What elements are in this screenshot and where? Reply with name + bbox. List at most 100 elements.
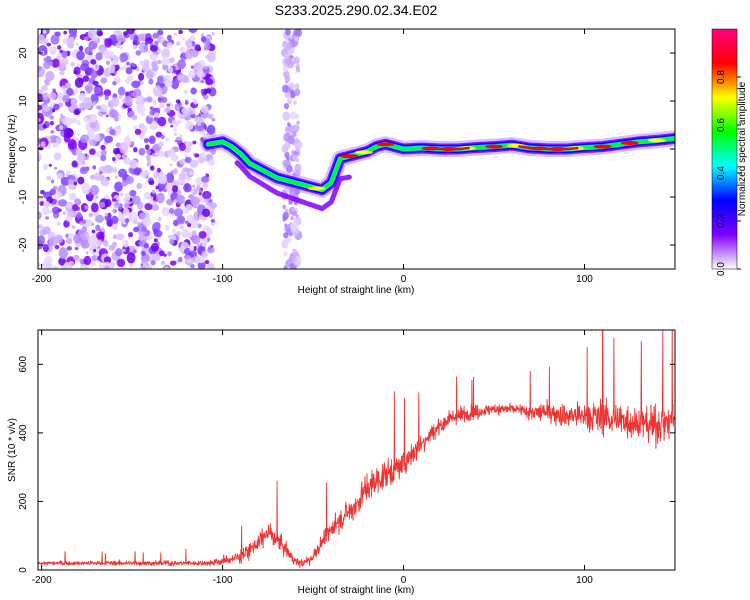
spectrogram-speckle [116, 34, 125, 43]
spectrogram-speckle [185, 255, 190, 260]
spectrogram-speckle [152, 152, 156, 157]
spectrogram-speckle [132, 44, 138, 50]
spectrogram-speckle [119, 46, 124, 50]
spectrogram-speckle [158, 173, 168, 185]
spectrogram-speckle [137, 222, 141, 226]
spectrogram-speckle [53, 103, 60, 111]
spectrogram-speckle [174, 132, 178, 136]
spectrogram-ridge-layer [200, 130, 675, 212]
spectrogram-speckle [133, 147, 138, 153]
spectrogram-speckle [115, 248, 123, 257]
spectrogram-speckle [115, 42, 121, 49]
spectrogram-speckle [132, 88, 142, 99]
spectrogram-speckle [125, 175, 134, 185]
spectrogram-speckle [287, 135, 295, 145]
spectrogram-xlabel: Height of straight line (km) [298, 285, 415, 296]
spectrogram-speckle [87, 82, 92, 87]
spectrogram-speckle [143, 138, 149, 144]
spectrogram-speckle [208, 246, 212, 251]
spectrogram-speckle [291, 208, 295, 212]
snr-series-line [38, 330, 675, 568]
spectrogram-speckle [194, 153, 200, 158]
colorbar-tick-label: 0.0 [716, 262, 727, 276]
spectrogram-speckle [155, 107, 161, 112]
spectrogram-speckle [290, 216, 294, 221]
spectrogram-speckle [176, 216, 185, 223]
spectrogram-speckle [156, 192, 165, 204]
spectrogram-speckle [161, 96, 168, 103]
spectrogram-speckle [186, 141, 193, 148]
spectrogram-speckle [100, 149, 107, 156]
spectrogram-speckle [148, 114, 153, 118]
spectrogram-speckle [66, 87, 74, 96]
spectrogram-speckle [188, 107, 193, 113]
spectrogram-speckle [184, 220, 189, 225]
spectrogram-speckle [149, 165, 155, 171]
spectrogram-speckle [157, 97, 162, 102]
spectrogram-speckle [286, 263, 290, 268]
spectrogram-speckle [202, 183, 209, 188]
snr-ylabel: SNR (10 * v/v) [7, 418, 18, 482]
spectrogram-speckle [58, 125, 64, 131]
spectrogram-speckle [146, 162, 151, 167]
spectrogram-speckle [80, 134, 90, 144]
spectrogram-speckle [193, 62, 202, 70]
spectrogram-speckle [177, 256, 183, 263]
spectrogram-speckle [173, 168, 178, 175]
spectrogram-speckle [131, 80, 141, 89]
y-tick-label: -10 [18, 189, 29, 204]
spectrogram-speckle [172, 228, 176, 234]
spectrogram-speckle [104, 212, 108, 217]
spectrogram-speckle [190, 113, 196, 119]
spectrogram-speckle [56, 172, 63, 179]
spectrogram-speckle [43, 243, 49, 248]
spectrogram-speckle [288, 253, 297, 264]
spectrogram-speckle [122, 156, 131, 165]
spectrogram-speckle [122, 208, 130, 217]
spectrogram-speckle [289, 221, 298, 232]
spectrogram-speckle [153, 230, 163, 238]
spectrogram-speckle [75, 42, 79, 47]
spectrogram-speckle [294, 36, 299, 42]
spectrogram-speckle [141, 62, 150, 73]
spectrogram-speckle [142, 216, 152, 226]
spectrogram-speckle [131, 29, 136, 32]
spectrogram-speckle [285, 127, 290, 132]
spectrogram-speckle [74, 198, 82, 206]
x-tick-label: -200 [32, 575, 52, 586]
spectrogram-speckle [209, 202, 217, 209]
spectrogram-speckle [105, 114, 109, 118]
spectrogram-speckle [65, 233, 69, 238]
spectrogram-speckle [50, 187, 57, 196]
spectrogram-speckle [203, 94, 209, 100]
spectrogram-speckle [149, 106, 154, 111]
snr-axes: -200 -100 0 100 0 200 400 600 [18, 330, 675, 586]
spectrogram-speckle [40, 141, 46, 148]
spectrogram-speckle [143, 242, 150, 249]
spectrogram-speckle [160, 260, 166, 265]
spectrogram-speckle [151, 189, 156, 194]
spectrogram-speckle [46, 251, 50, 255]
spectrogram-speckle [58, 199, 68, 207]
spectrogram-speckle [203, 186, 207, 191]
spectrogram-speckle [111, 198, 117, 202]
spectrogram-speckle [211, 222, 215, 227]
spectrogram-speckle [60, 176, 71, 186]
spectrogram-speckle [39, 200, 45, 206]
spectrogram-speckle [125, 91, 130, 97]
spectrogram-speckle [122, 239, 129, 248]
spectrogram-speckle [79, 264, 89, 269]
spectrogram-speckle [88, 40, 98, 50]
spectrogram-speckle [78, 77, 85, 84]
spectrogram-speckle [71, 225, 76, 229]
spectrogram-speckle [178, 172, 186, 181]
spectrogram-speckle [103, 70, 111, 77]
spectrogram-speckle [45, 70, 55, 82]
spectrogram-speckle [93, 100, 97, 105]
spectrogram-speckle [42, 29, 47, 35]
spectrogram-speckle [76, 212, 82, 219]
spectrogram-speckle [133, 167, 143, 176]
spectrogram-speckle [190, 189, 195, 194]
spectrogram-speckle [184, 89, 188, 94]
y-tick-label: 400 [18, 424, 29, 441]
